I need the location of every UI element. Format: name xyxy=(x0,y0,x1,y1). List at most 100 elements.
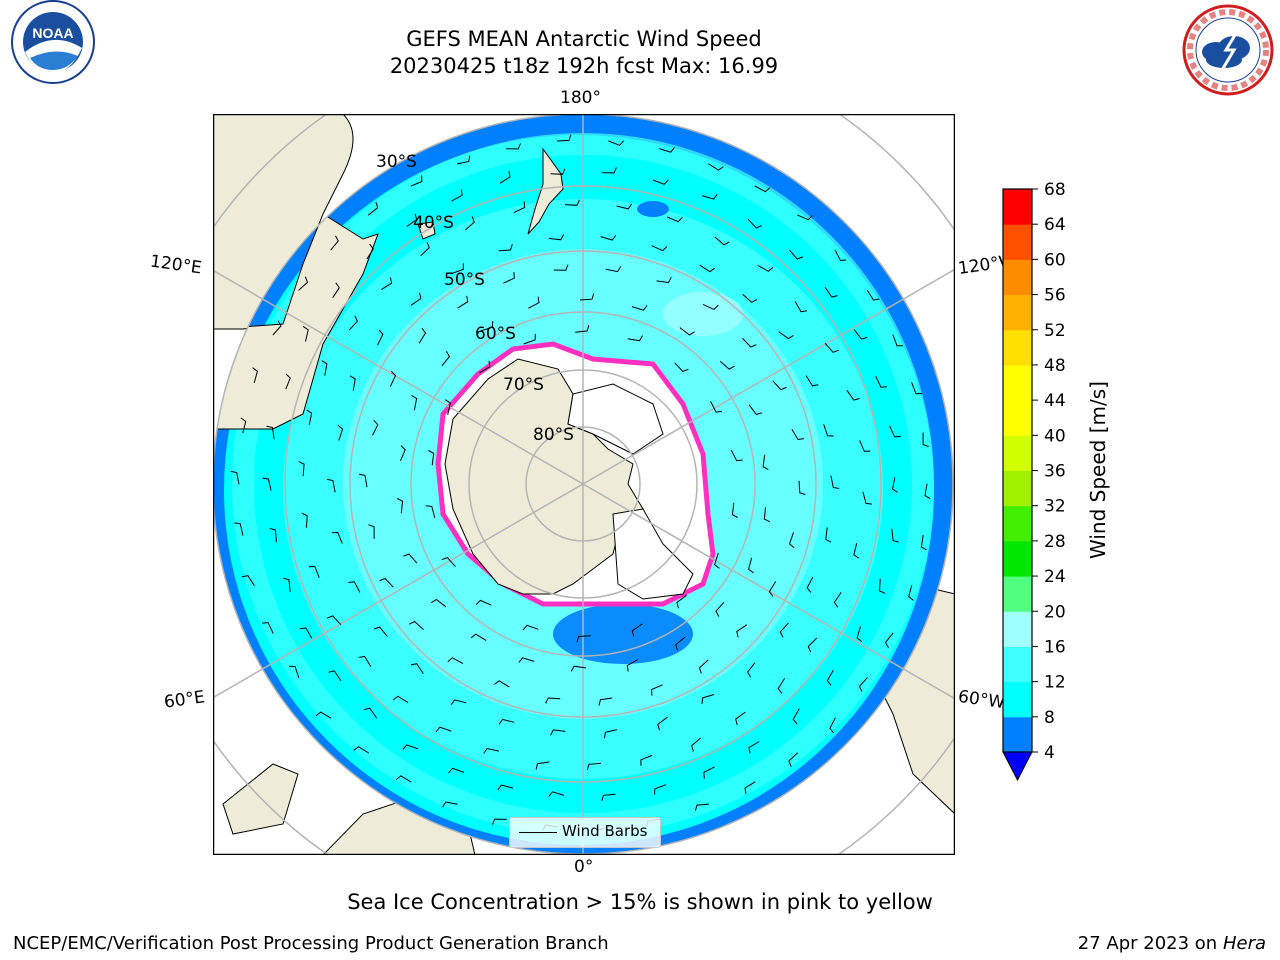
wind-barb xyxy=(494,680,510,688)
wind-barb xyxy=(411,394,418,411)
colorbar-band xyxy=(1003,259,1032,296)
colorbar-band xyxy=(1003,189,1032,225)
wind-barb xyxy=(506,143,521,150)
wind-barb xyxy=(349,375,356,391)
colorbar-band xyxy=(1003,435,1032,471)
footer-credit: NCEP/EMC/Verification Post Processing Pr… xyxy=(13,933,609,954)
wind-barb xyxy=(420,241,430,257)
wind-barb xyxy=(396,498,404,514)
wind-barb xyxy=(576,635,591,643)
wind-barb xyxy=(715,601,725,617)
colorbar-band xyxy=(1003,294,1032,331)
wind-barb xyxy=(522,624,539,631)
wind-barb xyxy=(418,327,427,344)
wind-barb xyxy=(657,716,668,731)
colorbar-band xyxy=(1003,364,1032,401)
wind-barb xyxy=(548,234,565,241)
wind-barb xyxy=(479,360,491,374)
lat-label-40s: 40°S xyxy=(413,213,454,233)
wind-barb xyxy=(406,213,418,227)
wind-barb xyxy=(833,592,842,608)
wind-barb xyxy=(762,454,769,471)
wind-barb xyxy=(702,303,719,310)
wind-barb xyxy=(884,632,894,648)
ronne-ice-shelf xyxy=(612,508,694,600)
wind-barb xyxy=(676,594,687,609)
lon-label-0: 0° xyxy=(574,857,594,877)
legend-label: Wind Barbs xyxy=(562,822,648,840)
wind-barb xyxy=(735,711,746,726)
wind-barb xyxy=(451,189,463,202)
wind-barb xyxy=(679,327,695,336)
wind-barb xyxy=(792,708,800,725)
wind-barb xyxy=(431,598,447,608)
wind-barb xyxy=(428,450,435,466)
wind-barb xyxy=(315,711,332,719)
wind-barbs-legend: Wind Barbs xyxy=(509,817,661,848)
wind-barb xyxy=(924,483,931,500)
wind-barb xyxy=(262,622,274,634)
wind-barb xyxy=(308,566,320,578)
wind-barb xyxy=(240,417,247,434)
colorbar-tick-label: 68 xyxy=(1044,180,1066,200)
wind-barb xyxy=(570,665,587,672)
wind-barb xyxy=(826,670,834,686)
wind-barb xyxy=(381,277,393,291)
wind-barb xyxy=(575,325,590,333)
wind-barb xyxy=(252,367,258,384)
wind-barb xyxy=(640,754,653,766)
colorbar-band xyxy=(1003,611,1032,647)
wind-barb xyxy=(464,216,475,231)
colorbar-tick-label: 24 xyxy=(1044,567,1066,587)
wind-barb xyxy=(746,662,756,678)
wind-barb xyxy=(691,737,702,752)
wind-barb xyxy=(321,360,328,376)
wind-barb xyxy=(830,475,840,489)
wind-barb xyxy=(736,624,748,638)
wind-barb xyxy=(579,293,595,301)
wind-barb xyxy=(499,170,511,184)
wind-barb xyxy=(353,746,369,754)
wind-barb xyxy=(862,491,872,505)
chart-subtitle: 20230425 t18z 192h fcst Max: 16.99 xyxy=(389,54,779,78)
colorbar-tick-label: 52 xyxy=(1044,321,1066,341)
colorbar-band xyxy=(1003,400,1032,436)
wind-barb xyxy=(337,424,344,441)
wind-barb xyxy=(330,235,339,251)
colorbar-label: Wind Speed [m/s] xyxy=(1086,381,1110,559)
wind-barb xyxy=(627,335,644,342)
wind-barb xyxy=(548,791,565,797)
wind-barb xyxy=(586,762,602,771)
colorbar-tick-label: 64 xyxy=(1044,215,1066,235)
colorbar-tick-label: 20 xyxy=(1044,602,1066,622)
wind-barb xyxy=(846,389,860,401)
wind-barb xyxy=(778,331,794,340)
wind-barb xyxy=(866,289,880,301)
wind-barb xyxy=(858,677,868,693)
wind-barb xyxy=(891,528,899,543)
wind-barb xyxy=(289,665,300,679)
wind-barb xyxy=(714,236,730,246)
colorbar-tick-label: 28 xyxy=(1044,532,1066,552)
wind-barb xyxy=(327,615,342,626)
wind-barb xyxy=(550,729,566,736)
wind-barb xyxy=(806,577,814,593)
wind-barb xyxy=(451,263,464,274)
wind-barb xyxy=(503,272,515,284)
wind-barb xyxy=(698,659,709,674)
wind-barb xyxy=(788,532,795,549)
wind-barb xyxy=(556,134,572,142)
wind-barb xyxy=(834,249,847,262)
wind-barb xyxy=(788,752,799,767)
wind-barb xyxy=(435,726,452,733)
wind-barb xyxy=(666,216,683,223)
wind-barb xyxy=(777,678,786,694)
wind-barb xyxy=(298,276,309,291)
wind-barb xyxy=(456,155,471,165)
wind-barb xyxy=(605,266,622,273)
wind-barb xyxy=(829,717,836,734)
wind-barb xyxy=(879,578,886,594)
wind-barb xyxy=(853,329,868,340)
wind-barb xyxy=(922,432,929,448)
wind-barb xyxy=(402,744,419,750)
